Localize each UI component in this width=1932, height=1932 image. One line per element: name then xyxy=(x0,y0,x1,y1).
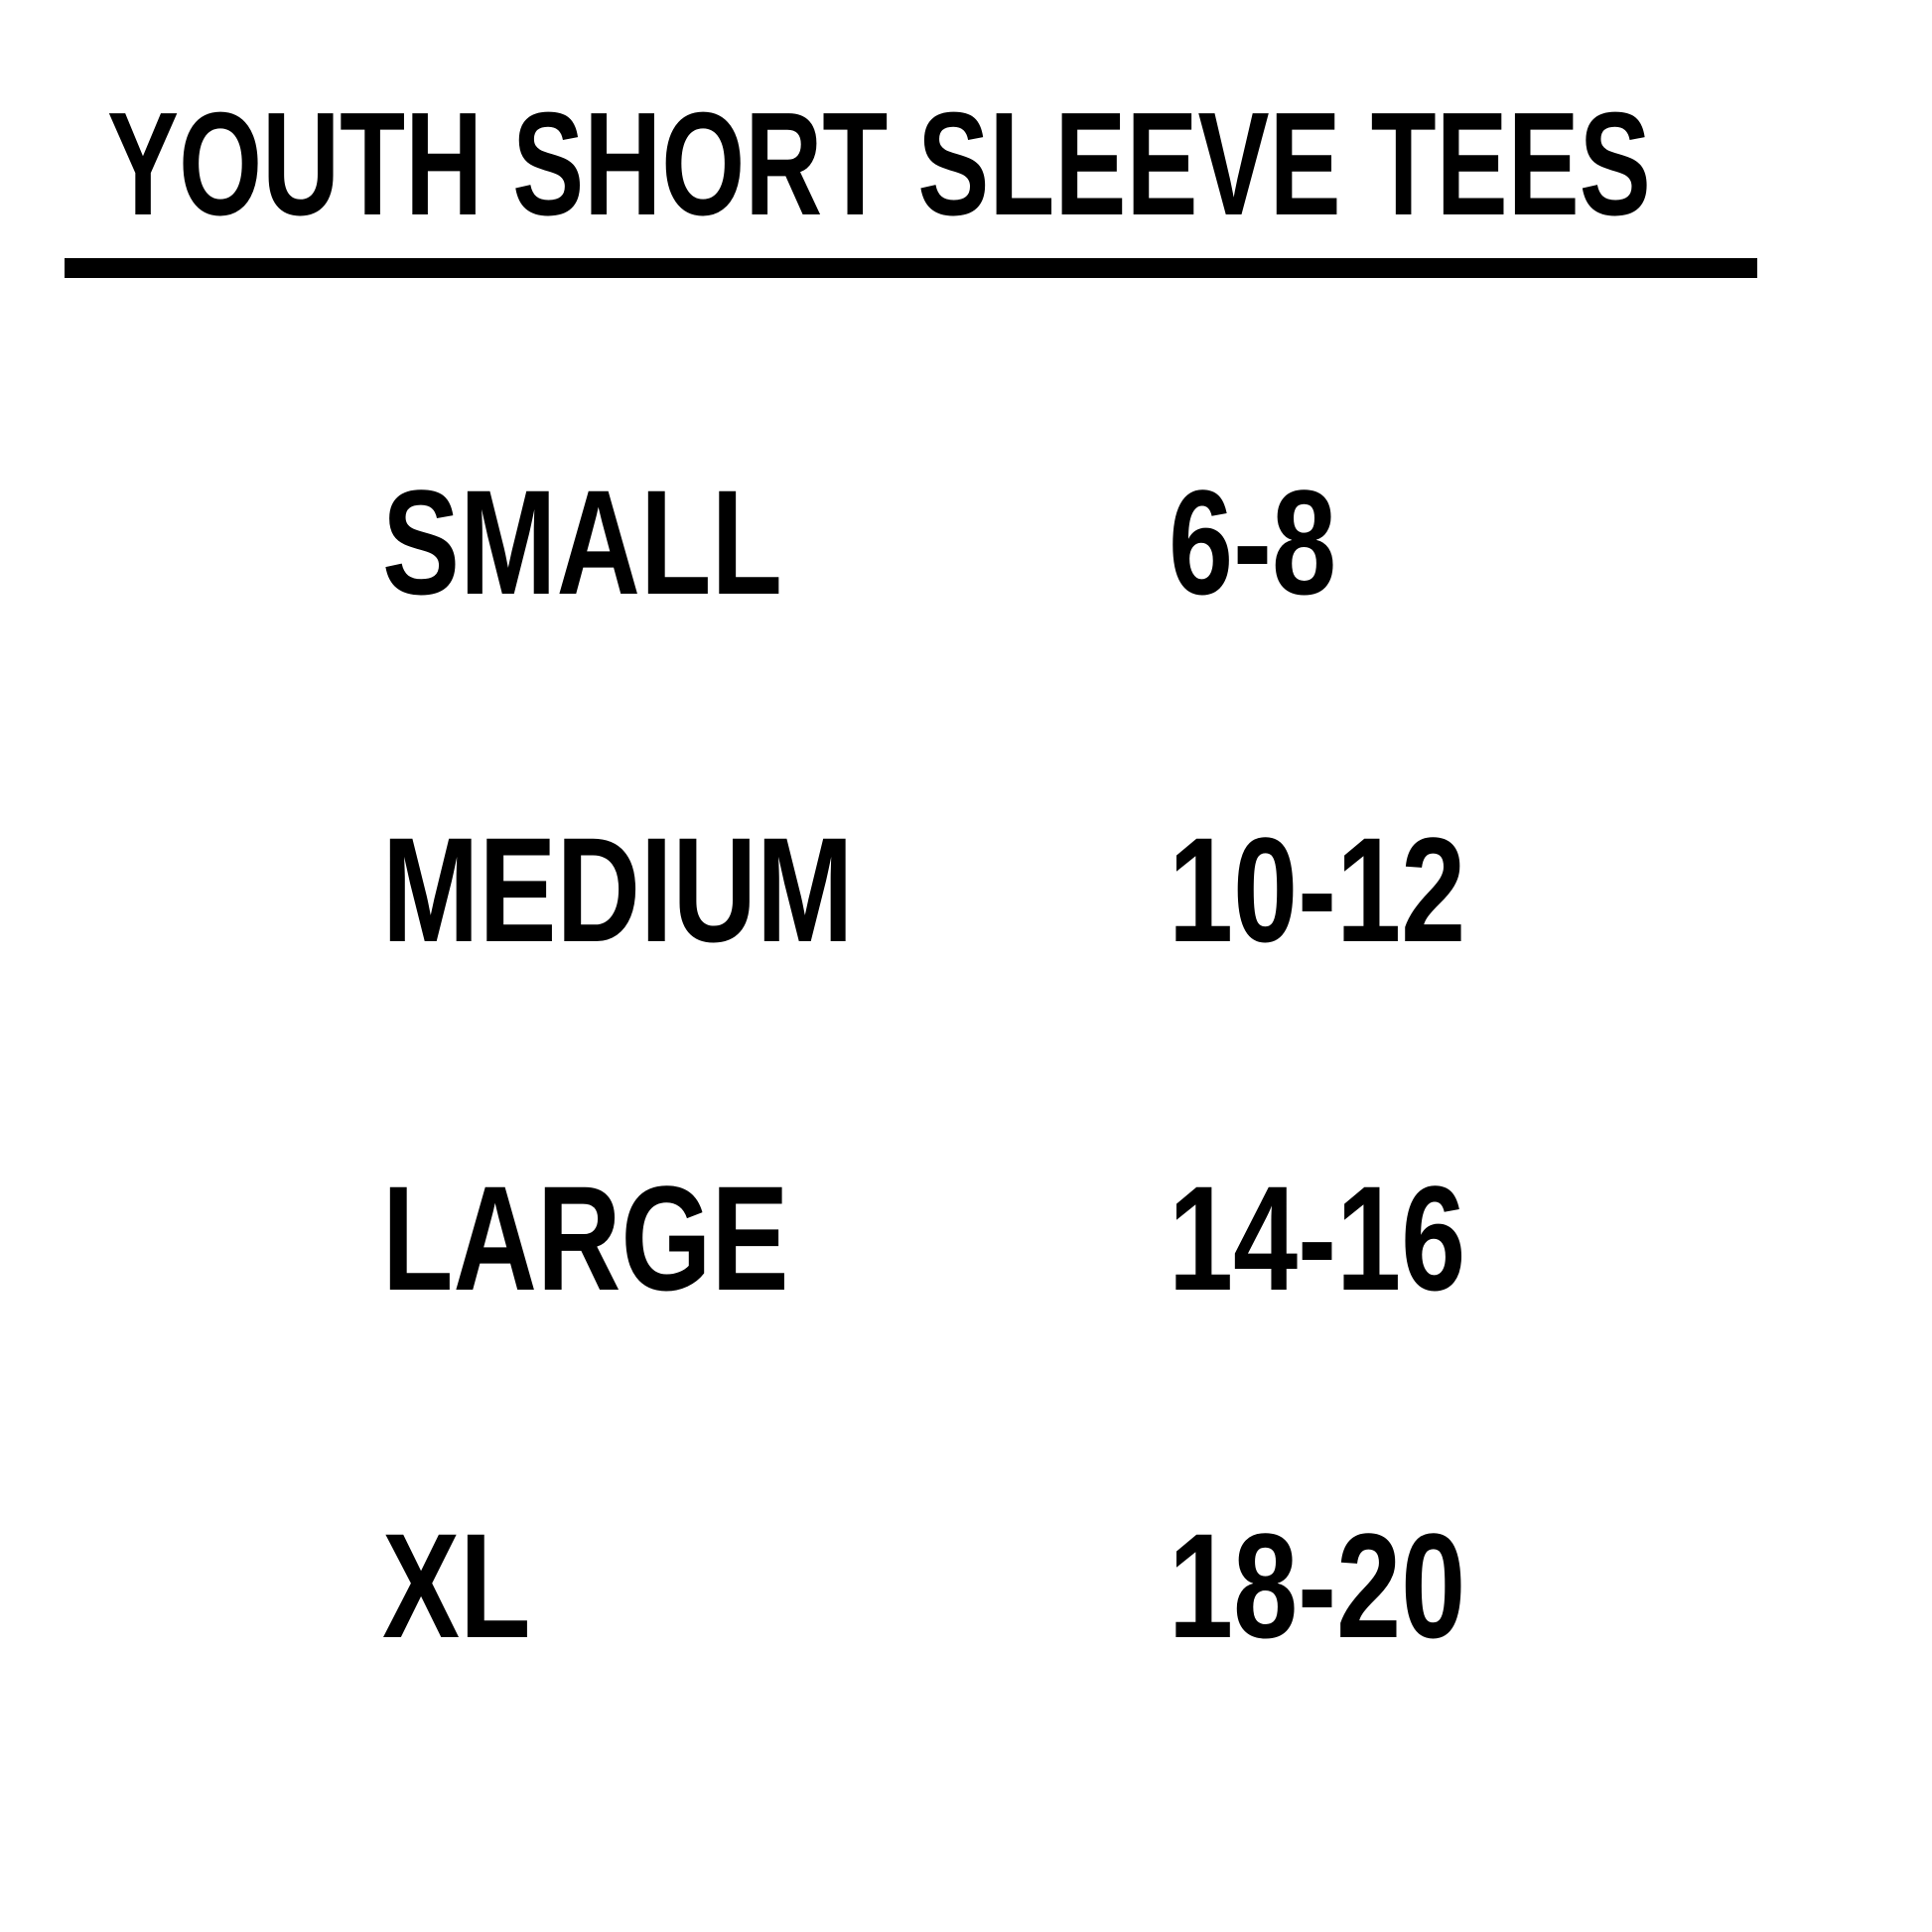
size-label: LARGE xyxy=(382,1155,789,1321)
size-label: XL xyxy=(382,1502,531,1669)
size-range: 18-20 xyxy=(1169,1502,1466,1669)
size-range: 10-12 xyxy=(1169,806,1466,973)
size-label: SMALL xyxy=(382,459,782,625)
size-row: SMALL 6-8 xyxy=(0,468,1932,617)
size-row: LARGE 14-16 xyxy=(0,1164,1932,1312)
size-row: MEDIUM 10-12 xyxy=(0,815,1932,964)
size-range: 14-16 xyxy=(1169,1155,1466,1321)
size-range: 6-8 xyxy=(1169,459,1337,625)
size-row: XL 18-20 xyxy=(0,1511,1932,1660)
size-label: MEDIUM xyxy=(382,806,854,973)
title-underline-rule xyxy=(65,258,1757,278)
page-title: YOUTH SHORT SLEEVE TEES xyxy=(107,82,1651,246)
